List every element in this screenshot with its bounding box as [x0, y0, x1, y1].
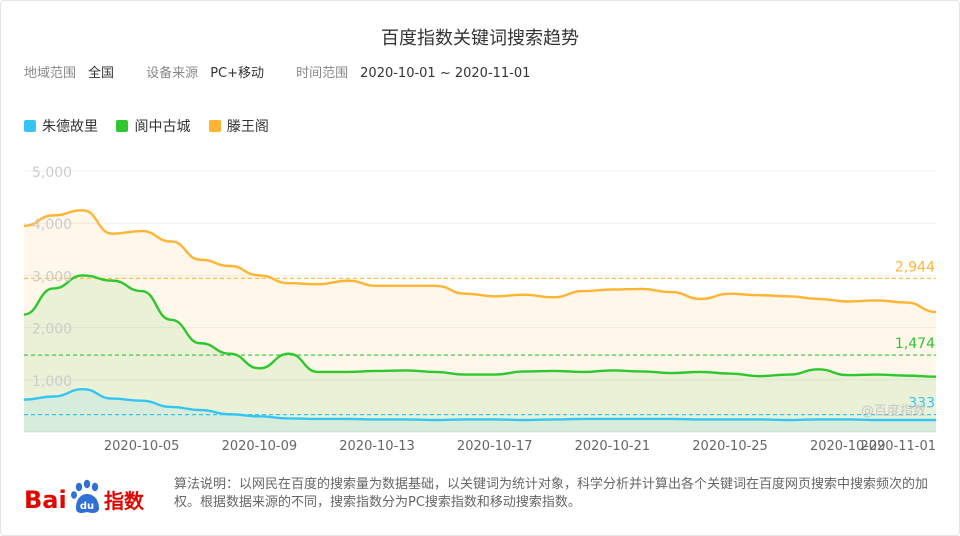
- y-tick-label: 1,000: [32, 374, 72, 390]
- legend-swatch-zhude: [24, 120, 36, 132]
- grid-lines: [24, 170, 936, 433]
- filter-device-value[interactable]: PC+移动: [210, 66, 264, 81]
- x-tick-label: 2020-10-21: [575, 439, 651, 454]
- filter-region-label: 地域范围: [24, 66, 77, 81]
- filter-device: 设备来源 PC+移动: [146, 62, 264, 81]
- average-label-zhude: 333: [908, 396, 935, 412]
- filter-bar: 地域范围 全国 设备来源 PC+移动 时间范围 2020-10-01 ~ 2020-1…: [24, 62, 558, 81]
- y-tick-label: 5,000: [32, 165, 72, 181]
- average-labels: 333 1,474 2,944: [895, 259, 935, 411]
- filter-region: 地域范围 全国: [24, 62, 114, 81]
- legend-item-zhude[interactable]: 朱德故里: [24, 116, 98, 136]
- svg-text:Bai: Bai: [24, 486, 67, 514]
- legend-item-tengwang[interactable]: 滕王阁: [208, 116, 269, 136]
- filter-time-label: 时间范围: [296, 66, 349, 81]
- chart-legend: 朱德故里 阆中古城 滕王阁: [24, 116, 283, 136]
- x-axis-labels: 2020-10-05 2020-10-09 2020-10-13 2020-10-17…: [104, 439, 936, 454]
- line-langzhong[interactable]: [23, 274, 937, 378]
- svg-text:du: du: [80, 501, 94, 512]
- x-tick-label: 2020-10-13: [339, 439, 415, 454]
- y-axis-labels: 1,000 2,000 3,000 4,000 5,000: [32, 165, 72, 390]
- area-tengwang: [24, 210, 936, 432]
- legend-swatch-langzhong: [116, 120, 129, 132]
- legend-label-langzhong: 阆中古城: [134, 119, 191, 135]
- area-zhude: [24, 389, 936, 432]
- legend-label-zhude: 朱德故里: [42, 119, 98, 135]
- legend-swatch-tengwang: [208, 120, 221, 132]
- filter-time-value[interactable]: 2020-10-01 ~ 2020-11-01: [360, 66, 531, 81]
- series-lines: [23, 208, 937, 422]
- x-tick-label: 2020-11-01: [860, 439, 936, 454]
- filter-time: 时间范围 2020-10-01 ~ 2020-11-01: [296, 62, 530, 81]
- baidu-index-logo: Bai du 指数: [24, 479, 145, 514]
- legend-label-tengwang: 滕王阁: [226, 119, 269, 135]
- watermark: @百度指数: [861, 403, 926, 419]
- legend-item-langzhong[interactable]: 阆中古城: [116, 116, 190, 136]
- x-tick-label: 2020-10-25: [692, 439, 768, 454]
- x-tick-label: 2020-10-17: [457, 439, 533, 454]
- filter-device-label: 设备来源: [146, 66, 199, 81]
- y-tick-label: 3,000: [32, 269, 72, 285]
- footer: Bai du 指数 算法说明：以网民在百度的搜索量为数据基础，以关键词为统计对象…: [0, 476, 960, 526]
- x-tick-label: 2020-10-29: [810, 439, 886, 454]
- line-tengwang[interactable]: [23, 208, 937, 314]
- average-label-tengwang: 2,944: [895, 259, 935, 275]
- filter-region-value[interactable]: 全国: [88, 66, 115, 81]
- area-langzhong: [24, 275, 936, 432]
- y-tick-label: 2,000: [32, 322, 72, 338]
- y-tick-label: 4,000: [32, 217, 72, 233]
- x-tick-label: 2020-10-09: [222, 439, 298, 454]
- average-lines: [24, 277, 936, 416]
- average-label-langzhong: 1,474: [895, 336, 935, 352]
- line-zhude[interactable]: [23, 387, 936, 422]
- page-title: 百度指数关键词搜索趋势: [381, 28, 579, 49]
- svg-text:指数: 指数: [104, 489, 145, 513]
- series-areas: [24, 210, 936, 432]
- algorithm-note: 算法说明：以网民在百度的搜索量为数据基础，以关键词为统计对象，科学分析并计算出各…: [174, 477, 929, 510]
- x-tick-label: 2020-10-05: [104, 439, 180, 454]
